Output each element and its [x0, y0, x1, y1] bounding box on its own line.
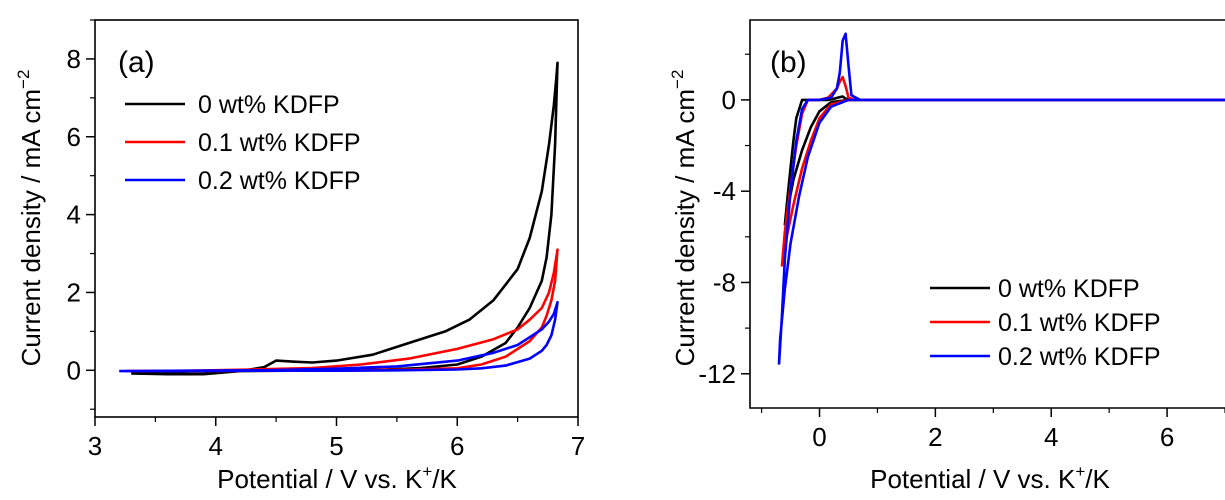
legend-label: 0 wt% KDFP	[998, 275, 1140, 303]
x-axis-label: Potential / V vs. K+/K	[870, 462, 1110, 494]
y-tick-label: 8	[67, 44, 81, 74]
x-tick-label: 2	[928, 422, 942, 452]
x-tick-label: 3	[88, 431, 102, 461]
series-line-0	[783, 95, 1225, 226]
panel-label: (b)	[770, 46, 807, 79]
x-tick-label: 7	[571, 431, 585, 461]
y-tick-label: -8	[713, 267, 736, 297]
axes-frame	[749, 19, 1225, 409]
x-tick-label: 4	[209, 431, 223, 461]
x-tick-label: 6	[1160, 422, 1174, 452]
series-line-0	[131, 61, 559, 376]
legend-label: 0.1 wt% KDFP	[998, 309, 1161, 337]
panel-a: 3 4 5 6 7 0 2 4 6 8 0 wt% KDFP 0.1 wt% KDFP 0.2 wt% …	[14, 19, 585, 494]
x-tick-label: 6	[450, 431, 464, 461]
y-tick-label: 0	[67, 355, 81, 385]
y-axis-label: Current density / mA cm−2	[668, 70, 700, 367]
y-tick-label: 6	[67, 122, 81, 152]
x-axis-label: Potential / V vs. K+/K	[217, 462, 457, 494]
x-tick-label: 4	[1044, 422, 1058, 452]
y-tick-label: 4	[67, 200, 81, 230]
legend-label: 0.2 wt% KDFP	[198, 167, 361, 195]
series-line-2	[119, 300, 559, 373]
series-line-1	[780, 75, 1225, 267]
x-tick-label: 0	[812, 422, 826, 452]
legend-label: 0.1 wt% KDFP	[198, 129, 361, 157]
y-tick-label: -12	[698, 359, 736, 389]
legend-label: 0.2 wt% KDFP	[998, 343, 1161, 371]
panel-label: (a)	[118, 46, 155, 79]
y-axis-label: Current density / mA cm−2	[14, 70, 46, 367]
panel-b: 0 2 4 6 -12 -8 -4 0 0 wt% KDFP 0.1 wt% KDFP 0.2 wt…	[668, 19, 1225, 494]
x-tick-label: 5	[329, 431, 343, 461]
legend-label: 0 wt% KDFP	[198, 91, 340, 119]
y-tick-label: 0	[722, 85, 736, 115]
y-tick-label: -4	[713, 176, 736, 206]
series-line-2	[777, 32, 1225, 365]
y-tick-label: 2	[67, 277, 81, 307]
